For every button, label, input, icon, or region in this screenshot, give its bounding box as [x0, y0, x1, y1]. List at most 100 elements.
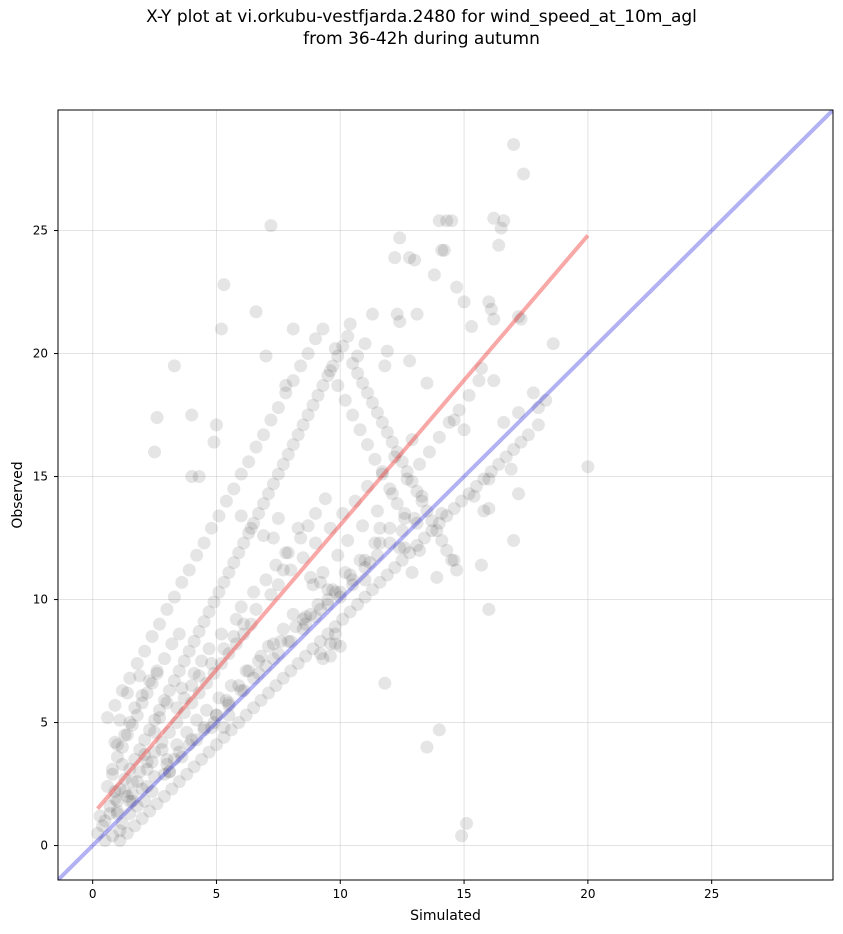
data-point [309, 332, 323, 346]
data-point [234, 600, 248, 614]
data-point [123, 671, 137, 685]
data-point [125, 787, 139, 801]
data-point [160, 757, 174, 771]
data-point [284, 563, 298, 577]
data-point [346, 356, 360, 370]
data-point [261, 639, 275, 653]
data-point [118, 784, 132, 798]
data-point [294, 531, 308, 545]
data-point [390, 445, 404, 459]
data-point [155, 735, 169, 749]
data-point [172, 775, 186, 789]
data-point [247, 671, 261, 685]
data-point [457, 423, 471, 437]
data-point [405, 433, 419, 447]
data-point [326, 583, 340, 597]
data-point [150, 666, 164, 680]
data-point [217, 730, 231, 744]
data-point [249, 305, 263, 319]
data-point [447, 413, 461, 427]
data-point [487, 374, 501, 388]
data-point [140, 686, 154, 700]
data-point [110, 807, 124, 821]
data-point [393, 541, 407, 555]
data-point [328, 637, 342, 651]
data-point [368, 452, 382, 466]
data-point [279, 379, 293, 393]
data-point [209, 708, 223, 722]
data-point [299, 617, 313, 631]
data-point [309, 536, 323, 550]
data-point [316, 652, 330, 666]
data-point [153, 617, 167, 631]
data-point [447, 502, 461, 516]
data-point [170, 701, 184, 715]
data-point [440, 543, 454, 557]
data-point [98, 834, 112, 848]
data-point [113, 713, 127, 727]
data-point [209, 738, 223, 752]
data-point [331, 349, 345, 363]
data-point [291, 521, 305, 535]
data-point [390, 307, 404, 321]
y-tick-label: 25 [33, 224, 48, 238]
data-point [120, 789, 134, 803]
data-point [148, 770, 162, 784]
data-point [261, 686, 275, 700]
data-point [460, 816, 474, 830]
data-point [477, 504, 491, 518]
data-point [336, 339, 350, 353]
data-point [316, 565, 330, 579]
data-point [393, 231, 407, 245]
data-point [103, 799, 117, 813]
data-point [148, 445, 162, 459]
data-point [313, 647, 327, 661]
data-point [120, 728, 134, 742]
data-point [185, 408, 199, 422]
data-point [157, 767, 171, 781]
x-tick-label: 5 [213, 887, 221, 901]
data-point [499, 450, 513, 464]
data-point [296, 551, 310, 565]
data-point [162, 765, 176, 779]
data-point [398, 506, 412, 520]
data-point [353, 423, 367, 437]
data-point [370, 406, 384, 420]
data-point [301, 519, 315, 533]
data-point [410, 307, 424, 321]
data-point [395, 524, 409, 538]
data-point [187, 666, 201, 680]
data-point [157, 789, 171, 803]
data-point [447, 553, 461, 567]
data-point [400, 465, 414, 479]
data-point [125, 794, 139, 808]
data-point [296, 418, 310, 432]
data-point [462, 487, 476, 501]
data-point [281, 634, 295, 648]
data-point [187, 760, 201, 774]
data-point [331, 379, 345, 393]
data-point [217, 720, 231, 734]
data-point [294, 359, 308, 373]
data-point [172, 664, 186, 678]
data-point [286, 607, 300, 621]
data-point [417, 531, 431, 545]
data-point [403, 546, 417, 560]
data-point [351, 597, 365, 611]
y-tick-label: 20 [33, 347, 48, 361]
data-point [531, 401, 545, 415]
data-point [445, 214, 459, 228]
data-point [239, 664, 253, 678]
data-point [477, 472, 491, 486]
data-point [375, 415, 389, 429]
data-point [430, 570, 444, 584]
data-point [143, 723, 157, 737]
data-point [415, 494, 429, 508]
data-point [105, 767, 119, 781]
data-point [190, 548, 204, 562]
data-point [138, 794, 152, 808]
data-point [422, 445, 436, 459]
data-point [185, 696, 199, 710]
data-point [175, 750, 189, 764]
